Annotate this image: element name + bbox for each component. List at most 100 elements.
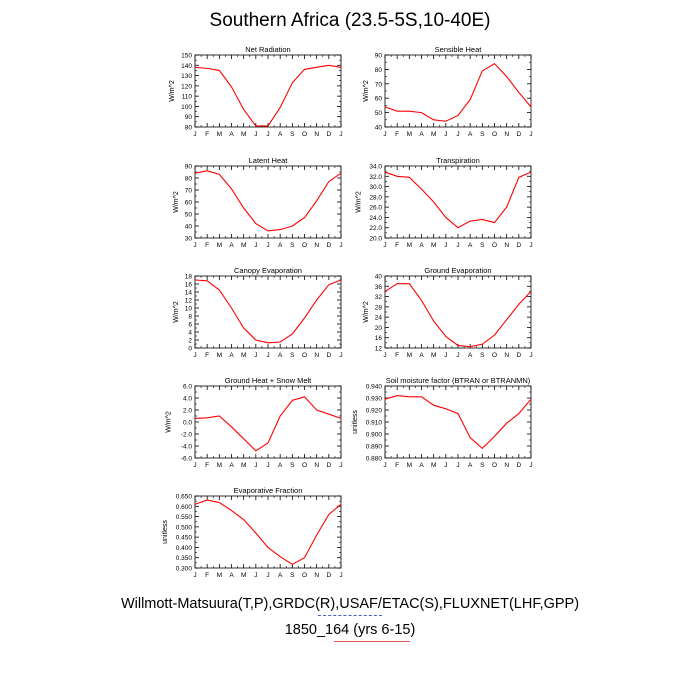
x-tick-label: A (229, 131, 234, 138)
y-axis-label: W/m^2 (166, 411, 173, 433)
y-tick-label: 0.600 (176, 504, 193, 511)
y-tick-label: 120 (181, 83, 192, 90)
plot-frame (384, 275, 532, 349)
x-tick-label: D (516, 352, 521, 359)
y-tick-label: 40 (375, 125, 383, 132)
x-tick-label: J (193, 462, 196, 469)
x-tick-label: F (205, 352, 209, 359)
x-tick-label: N (314, 352, 319, 359)
x-tick-label: J (456, 131, 459, 138)
y-tick-label: 4 (188, 330, 192, 337)
x-tick-label: J (254, 572, 257, 579)
x-tick-label: J (254, 242, 257, 249)
y-tick-label: 0.0 (183, 420, 192, 427)
x-tick-label: M (217, 462, 222, 469)
y-tick-label: 32 (375, 294, 383, 301)
plot-frame (384, 54, 532, 128)
x-tick-label: A (229, 462, 234, 469)
x-tick-label: J (383, 462, 386, 469)
footer-case-name: 1850_164 (yrs 6-15) (284, 622, 416, 638)
x-tick-label: A (468, 352, 473, 359)
x-tick-label: S (290, 131, 295, 138)
y-tick-label: 60 (185, 200, 193, 207)
x-tick-label: M (241, 462, 246, 469)
x-tick-label: S (290, 242, 295, 249)
x-tick-label: S (290, 572, 295, 579)
y-tick-label: 12 (185, 298, 193, 305)
y-tick-label: 20.0 (369, 236, 382, 243)
y-tick-label: 6 (188, 322, 192, 329)
y-tick-label: 90 (185, 114, 193, 121)
x-tick-label: J (266, 352, 269, 359)
x-tick-label: F (395, 242, 399, 249)
y-tick-label: 12 (375, 346, 383, 353)
x-tick-label: O (302, 572, 307, 579)
y-tick-label: 80 (185, 125, 193, 132)
x-tick-label: N (504, 462, 509, 469)
plot-frame (194, 54, 342, 128)
y-tick-label: 2 (188, 338, 192, 345)
x-tick-label: D (326, 352, 331, 359)
x-tick-label: J (254, 352, 257, 359)
y-tick-label: 40 (375, 274, 383, 281)
plot-frame (194, 165, 342, 239)
y-tick-label: 6.0 (183, 384, 192, 391)
x-tick-label: N (504, 352, 509, 359)
x-tick-label: J (529, 131, 532, 138)
x-tick-label: M (431, 352, 436, 359)
x-tick-label: S (290, 462, 295, 469)
x-tick-label: J (193, 242, 196, 249)
y-tick-label: 130 (181, 73, 192, 80)
x-tick-label: M (407, 242, 412, 249)
series-line (194, 170, 342, 232)
x-tick-label: A (468, 242, 473, 249)
y-tick-label: 90 (185, 164, 193, 171)
x-tick-label: A (468, 462, 473, 469)
x-tick-label: O (302, 462, 307, 469)
y-tick-label: 2.0 (183, 408, 192, 415)
y-tick-label: 0.350 (176, 555, 193, 562)
x-tick-label: J (339, 572, 342, 579)
x-tick-label: D (516, 131, 521, 138)
x-tick-label: F (395, 131, 399, 138)
y-axis-label: W/m^2 (363, 80, 370, 102)
x-tick-label: J (254, 131, 257, 138)
x-tick-label: J (339, 131, 342, 138)
x-tick-label: O (492, 242, 497, 249)
x-tick-label: A (229, 242, 234, 249)
x-tick-label: D (516, 462, 521, 469)
x-tick-label: F (205, 242, 209, 249)
panel-title: Ground Heat + Snow Melt (225, 376, 312, 385)
y-tick-label: 30.0 (369, 184, 382, 191)
y-tick-label: 40 (185, 224, 193, 231)
y-tick-label: 0.920 (366, 408, 383, 415)
y-tick-label: 0 (188, 346, 192, 353)
x-tick-label: N (314, 462, 319, 469)
x-tick-label: M (241, 572, 246, 579)
x-tick-label: J (193, 572, 196, 579)
y-tick-label: 22.0 (369, 225, 382, 232)
x-tick-label: A (468, 131, 473, 138)
y-tick-label: 140 (181, 63, 192, 70)
x-tick-label: O (302, 352, 307, 359)
series-line (384, 171, 532, 229)
figure-title: Southern Africa (23.5-5S,10-40E) (209, 10, 491, 31)
series-line (194, 396, 342, 452)
y-tick-label: 0.890 (366, 444, 383, 451)
x-tick-label: M (241, 131, 246, 138)
y-tick-label: 90 (375, 53, 383, 60)
x-tick-label: J (193, 352, 196, 359)
x-tick-label: N (314, 572, 319, 579)
y-tick-label: 26.0 (369, 205, 382, 212)
y-tick-label: 14 (185, 290, 193, 297)
panel-title: Ground Evaporation (424, 266, 491, 275)
y-tick-label: 16 (375, 335, 383, 342)
x-tick-label: S (480, 462, 485, 469)
y-tick-label: 18 (185, 274, 193, 281)
x-tick-label: J (456, 462, 459, 469)
